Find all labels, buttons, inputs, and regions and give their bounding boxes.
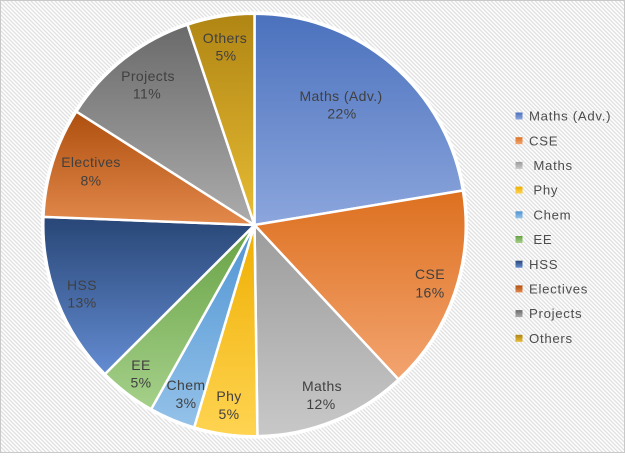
svg-text:CSE: CSE <box>529 133 558 148</box>
svg-text:Maths (Adv.): Maths (Adv.) <box>529 109 611 124</box>
svg-text:EE: EE <box>529 232 552 247</box>
svg-text:3%: 3% <box>175 395 196 411</box>
svg-text:Phy: Phy <box>529 183 558 198</box>
svg-text:Maths: Maths <box>529 158 573 173</box>
svg-text:Phy: Phy <box>216 388 241 404</box>
svg-text:Chem: Chem <box>167 377 206 393</box>
svg-text:12%: 12% <box>306 396 335 412</box>
svg-text:5%: 5% <box>218 406 239 422</box>
svg-text:Others: Others <box>203 30 247 46</box>
svg-text:Maths: Maths <box>302 378 342 394</box>
svg-text:CSE: CSE <box>415 266 445 282</box>
svg-text:Others: Others <box>529 331 573 346</box>
svg-text:Maths (Adv.): Maths (Adv.) <box>299 88 382 104</box>
svg-text:EE: EE <box>131 357 150 373</box>
svg-text:Electives: Electives <box>61 154 121 170</box>
svg-text:8%: 8% <box>80 172 101 188</box>
svg-text:22%: 22% <box>327 105 356 121</box>
svg-text:Electives: Electives <box>529 282 588 297</box>
svg-text:HSS: HSS <box>529 257 558 272</box>
svg-text:11%: 11% <box>133 85 161 101</box>
svg-text:Projects: Projects <box>529 306 582 321</box>
svg-text:Chem: Chem <box>529 207 571 222</box>
svg-text:HSS: HSS <box>67 277 97 293</box>
svg-text:5%: 5% <box>215 47 236 63</box>
svg-text:5%: 5% <box>130 374 151 390</box>
svg-text:13%: 13% <box>67 294 96 310</box>
svg-text:16%: 16% <box>415 284 444 300</box>
svg-text:Projects: Projects <box>121 68 175 84</box>
